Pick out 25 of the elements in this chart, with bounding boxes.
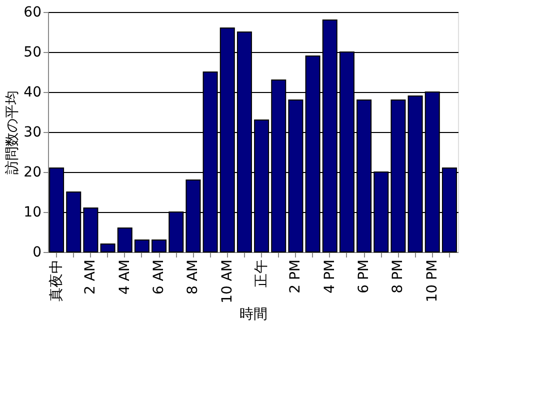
x-tick-label: 8 PM <box>390 260 406 294</box>
x-tick-label: 正午 <box>254 260 270 288</box>
x-tick-label: 6 AM <box>151 260 168 295</box>
x-tick-label: 4 PM <box>322 260 338 294</box>
y-tick-label: 50 <box>24 44 42 60</box>
x-tick-label: 2 AM <box>82 260 99 295</box>
x-tick-label: 2 PM <box>288 260 304 294</box>
x-tick-label: 8 AM <box>185 260 202 295</box>
y-tick-label: 30 <box>24 124 42 140</box>
x-axis-title: 時間 <box>240 306 268 322</box>
x-tick-label: 真夜中 <box>48 260 65 302</box>
y-tick-label: 60 <box>24 4 42 20</box>
y-tick-label: 0 <box>32 244 42 260</box>
x-tick-label: 6 PM <box>356 260 372 294</box>
x-tick-label: 10 AM <box>219 260 236 304</box>
bar <box>117 228 132 252</box>
bar <box>100 244 116 252</box>
x-tick-label: 10 PM <box>424 260 440 302</box>
bar <box>152 240 167 252</box>
y-tick-label: 20 <box>24 164 42 180</box>
x-tick-label: 4 AM <box>116 260 133 295</box>
y-axis-title: 訪問数の平均 <box>4 90 21 174</box>
y-tick-label: 10 <box>24 204 42 220</box>
bar <box>134 240 150 252</box>
y-tick-label: 40 <box>24 84 42 100</box>
